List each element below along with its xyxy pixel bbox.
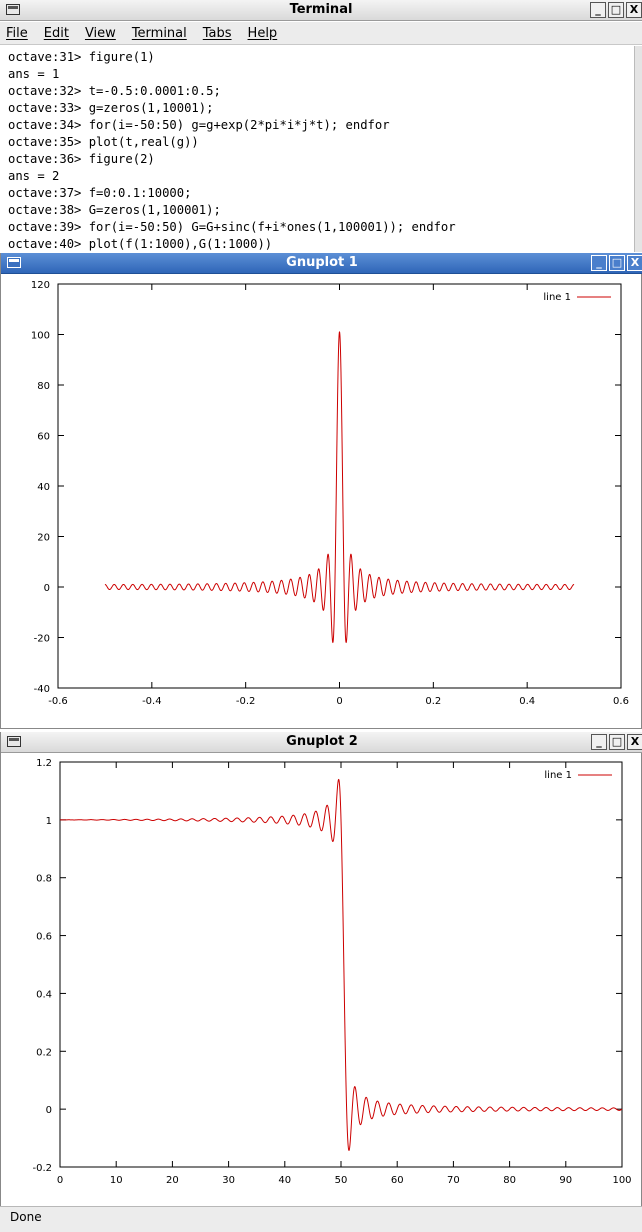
x-tick-label: 0.2 [425,696,441,707]
terminal-title: Terminal [289,2,353,17]
gnuplot-2-title: Gnuplot 2 [286,734,358,749]
close-button[interactable]: X [627,734,642,750]
x-tick-label: 0.6 [613,696,629,707]
menu-edit[interactable]: Edit [43,25,69,41]
x-tick-label: 50 [335,1175,348,1186]
y-tick-label: 0.8 [36,874,52,885]
maximize-button[interactable]: □ [609,734,625,750]
x-tick-label: -0.4 [142,696,162,707]
y-tick-label: 40 [37,482,50,493]
plot-frame [57,283,622,689]
terminal-line: octave:40> plot(f(1:1000),G(1:1000)) [8,237,273,251]
gnuplot-2-titlebar[interactable]: Gnuplot 2 _ □ X [1,732,642,753]
y-tick-label: -40 [34,684,50,695]
window-menu-icon[interactable] [7,257,21,268]
status-bar: Done [0,1206,642,1232]
x-tick-label: 90 [559,1175,572,1186]
legend-label: line 1 [544,770,572,781]
window-menu-icon[interactable] [7,736,21,747]
series-line-1 [104,331,575,644]
x-tick-label: 70 [447,1175,460,1186]
terminal-line: octave:35> plot(t,real(g)) [8,135,199,149]
terminal-line: octave:31> figure(1) [8,50,155,64]
gnuplot-1-title: Gnuplot 1 [286,255,358,270]
y-tick-label: 0.6 [36,932,52,943]
x-tick-label: 0.4 [519,696,535,707]
y-tick-label: 100 [31,331,50,342]
x-tick-label: 80 [503,1175,516,1186]
minimize-button[interactable]: _ [590,2,606,18]
x-tick-label: 60 [391,1175,404,1186]
terminal-line: ans = 2 [8,169,60,183]
terminal-scrollbar[interactable] [634,46,642,252]
terminal-window: Terminal _ □ X File Edit View Terminal T… [0,0,642,252]
terminal-titlebar[interactable]: Terminal _ □ X [0,0,642,21]
x-tick-label: 30 [222,1175,235,1186]
gnuplot-1-window: Gnuplot 1 _ □ X -0.6 -0.4 -0.2 0 0.2 0.4 0.6 -4… [0,253,642,729]
x-tick-label: -0.2 [236,696,256,707]
terminal-output[interactable]: octave:31> figure(1) ans = 1 octave:32> … [0,46,634,252]
x-tick-label: 20 [166,1175,179,1186]
y-tick-label: -20 [34,634,50,645]
minimize-button[interactable]: _ [591,255,607,271]
terminal-menubar: File Edit View Terminal Tabs Help [0,22,642,45]
terminal-line: octave:37> f=0:0.1:10000; [8,186,192,200]
series-line-1 [60,778,623,1152]
terminal-line: octave:32> t=-0.5:0.0001:0.5; [8,84,221,98]
terminal-line: octave:34> for(i=-50:50) g=g+exp(2*pi*i*… [8,118,390,132]
terminal-line: octave:36> figure(2) [8,152,155,166]
y-tick-label: -0.2 [32,1163,52,1174]
menu-terminal[interactable]: Terminal [131,25,187,41]
y-tick-label: 0.2 [36,1047,52,1058]
chart-1: -0.6 -0.4 -0.2 0 0.2 0.4 0.6 -40 -20 0 20 40 60 80 100… [31,280,629,707]
minimize-button[interactable]: _ [591,734,607,750]
maximize-button[interactable]: □ [608,2,624,18]
y-tick-label: 1.2 [36,758,52,769]
menu-tabs[interactable]: Tabs [202,25,232,41]
y-tick-label: 0 [44,583,50,594]
terminal-line: octave:38> G=zeros(1,100001); [8,203,221,217]
y-tick-label: 80 [37,381,50,392]
x-tick-label: 10 [110,1175,123,1186]
x-tick-label: 40 [278,1175,291,1186]
y-tick-label: 120 [31,280,50,291]
legend-label: line 1 [543,292,571,303]
x-tick-label: -0.6 [48,696,68,707]
y-tick-label: 60 [37,432,50,443]
chart-2: 0 10 20 30 40 50 60 70 80 90 100 -0.2 0 0.2 0.4 0.6 0.8 1… [32,758,631,1186]
y-tick-label: 0.4 [36,989,52,1000]
terminal-line: ans = 1 [8,67,60,81]
close-button[interactable]: X [626,2,642,18]
y-tick-label: 20 [37,533,50,544]
x-tick-label: 0 [336,696,342,707]
y-tick-label: 0 [46,1105,52,1116]
menu-view[interactable]: View [84,25,116,41]
close-button[interactable]: X [627,255,642,271]
x-tick-label: 0 [57,1175,63,1186]
gnuplot-1-titlebar[interactable]: Gnuplot 1 _ □ X [1,253,642,274]
window-menu-icon[interactable] [6,4,20,15]
menu-help[interactable]: Help [247,25,278,41]
x-tick-label: 100 [612,1175,631,1186]
maximize-button[interactable]: □ [609,255,625,271]
status-text: Done [10,1210,42,1224]
terminal-line: octave:33> g=zeros(1,10001); [8,101,214,115]
y-tick-label: 1 [46,816,52,827]
terminal-line: octave:39> for(i=-50:50) G=G+sinc(f+i*on… [8,220,456,234]
menu-file[interactable]: File [6,25,28,41]
gnuplot-2-window: Gnuplot 2 _ □ X 0 10 20 30 40 50 60 70 80 90 100 -0… [0,732,642,1206]
